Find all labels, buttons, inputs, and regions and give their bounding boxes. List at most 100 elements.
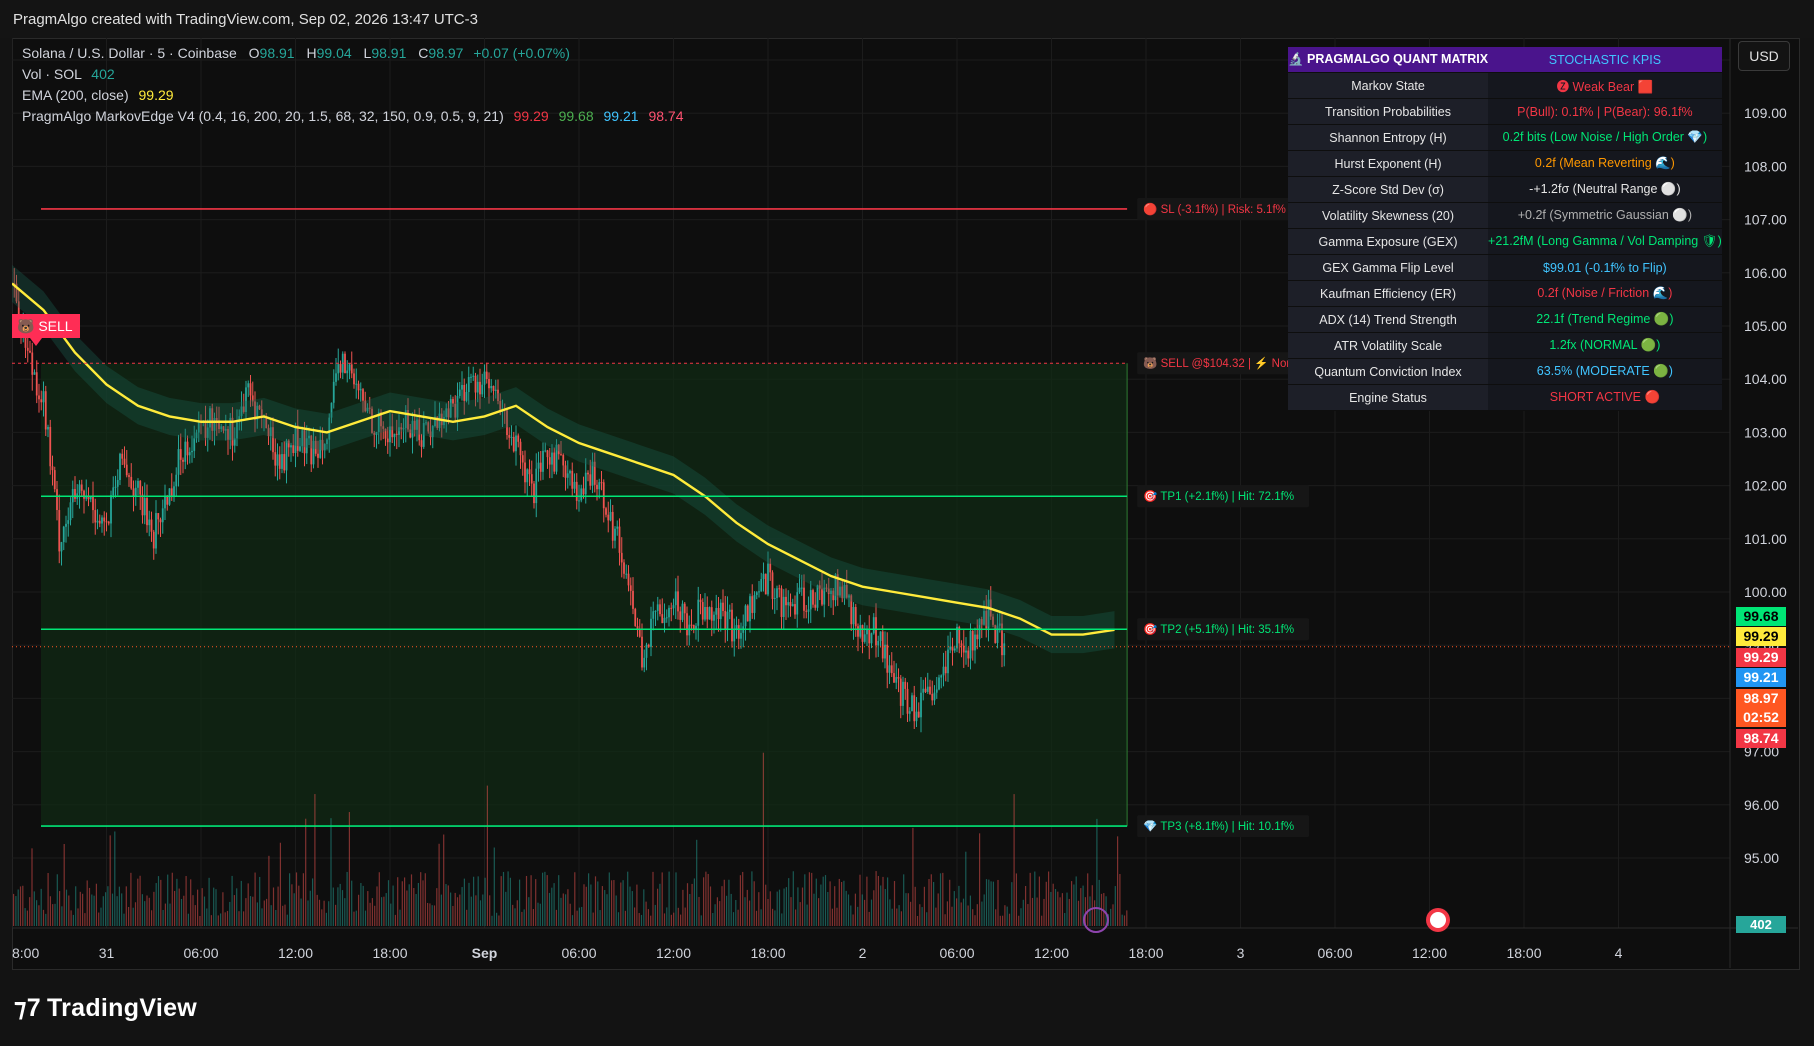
candle-body [308,435,310,439]
level-label-sl[interactable]: 🔴 SL (-3.1f%) | Risk: 5.1f% [1137,197,1310,220]
candle-body [146,498,148,526]
candle-body [843,584,846,599]
volume-bar [1043,898,1045,926]
volume-bar [383,896,385,926]
candle-body [323,444,326,451]
volume-bar [279,842,281,926]
candle-body [339,364,342,373]
candle-body [845,584,848,598]
volume-bar [309,890,311,926]
volume-bar [475,895,477,926]
candle-body [292,445,295,454]
volume-bar [312,878,314,926]
volume-bar [325,912,327,926]
price-chart[interactable]: 🔴 SL (-3.1f%) | Risk: 5.1f%🐻 SELL @$104.… [12,38,1798,968]
volume-bar [539,903,541,926]
volume-bar [732,912,735,926]
candle-body [301,430,304,447]
candle-body [404,410,407,429]
candle-body [627,573,630,586]
sell-signal-label: 🐻 SELL [17,317,73,335]
candle-body [260,409,263,418]
kpi-label: Quantum Conviction Index [1288,358,1489,385]
currency-button[interactable]: USD [1738,41,1790,71]
volume-bar [252,896,254,926]
candle-body [350,364,353,374]
candle-body [872,617,875,634]
volume-bar [493,847,495,926]
price-badge: 98.97 [1736,689,1786,708]
volume-bar [1112,904,1114,926]
volume-bar [220,913,222,926]
volume-bar [155,883,157,926]
kpi-value: 0.2f (Mean Reverting 🌊) [1488,150,1722,177]
candle-body [602,482,605,509]
candle-body [89,496,92,500]
candle-body [755,592,758,596]
volume-bar [72,914,74,926]
candle-body [265,416,268,429]
volume-bar [866,876,868,926]
volume-bar [935,907,937,926]
candle-body [636,626,639,630]
volume-bar [590,884,592,926]
volume-bar [330,818,332,926]
candle-body [346,370,349,374]
volume-bar [238,911,240,926]
candle-body [911,695,913,712]
candle-body [598,482,601,490]
indicator-label[interactable]: PragmAlgo MarkovEdge V4 (0.4, 16, 200, 2… [22,108,504,124]
candle-body [868,628,871,644]
volume-bar [638,913,640,926]
volume-bar [268,855,270,926]
volume-bar [799,902,801,926]
volume-label[interactable]: Vol · SOL [22,66,82,82]
candle-body [195,432,198,439]
volume-bar [86,880,88,926]
volume-bar [1025,885,1027,926]
trade-zone [41,363,1128,827]
symbol-name[interactable]: Solana / U.S. Dollar · 5 · Coinbase [22,45,237,61]
candle-body [701,602,704,620]
volume-bar [1114,886,1116,926]
candle-body [697,599,700,626]
volume-bar [700,915,702,926]
candle-body [400,427,403,430]
volume-bar [452,905,454,926]
candle-body [647,644,650,647]
candle-body [371,408,373,433]
volume-bar [693,878,695,926]
candle-body [85,495,88,499]
volume-bar [240,880,242,926]
volume-bar [670,914,672,926]
candle-body [227,429,229,440]
level-label-tp3[interactable]: 💎 TP3 (+8.1f%) | Hit: 10.1f% [1137,815,1310,838]
candle-body [886,644,889,673]
level-label-tp2[interactable]: 🎯 TP2 (+5.1f%) | Hit: 35.1f% [1137,618,1310,641]
level-label-tp1[interactable]: 🎯 TP1 (+2.1f%) | Hit: 72.1f% [1137,485,1310,508]
candle-body [319,439,322,458]
volume-bar [661,872,663,926]
kpi-value: P(Bull): 0.1f% | P(Bear): 96.1f% [1488,98,1722,125]
volume-bar [716,897,718,926]
candle-body [861,625,864,642]
ema-label[interactable]: EMA (200, close) [22,87,129,103]
volume-bar [164,903,166,926]
candle-body [686,613,688,636]
volume-bar [105,892,107,926]
volume-bar [875,871,877,926]
volume-bar [742,871,744,926]
volume-bar [236,888,238,926]
volume-bar [974,915,976,926]
candle-body [512,436,515,452]
volume-bar [921,907,923,926]
volume-bar [843,880,845,926]
volume-bar [528,897,530,926]
volume-bar [332,887,334,926]
candle-body [69,502,72,521]
kpi-row: Markov State 🅩 Weak Bear 🟥 [1288,72,1722,99]
candle-body [17,301,20,324]
candle-body [857,626,859,637]
candle-body [629,585,632,591]
candle-body [751,596,754,613]
